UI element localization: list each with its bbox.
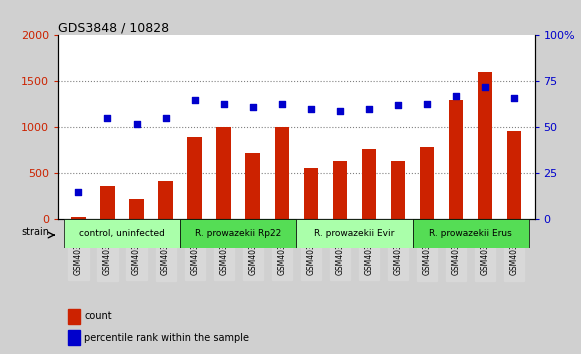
Bar (303, 168, 318, 219)
Point (393, 103, 403, 108)
Bar (420, 147, 435, 219)
Bar (245, 153, 260, 219)
Bar (71, 217, 86, 219)
Point (510, 95, 519, 101)
Point (364, 106, 374, 112)
Text: percentile rank within the sample: percentile rank within the sample (84, 332, 249, 343)
Bar (217, 127, 231, 219)
Point (161, 115, 170, 121)
Text: R. prowazekii Rp22: R. prowazekii Rp22 (195, 229, 281, 238)
Bar (507, 131, 522, 219)
Point (74, 189, 83, 195)
Text: strain: strain (21, 227, 49, 237)
Bar (187, 137, 202, 219)
Point (248, 104, 257, 110)
Point (335, 108, 345, 114)
Point (103, 115, 112, 121)
Point (306, 106, 315, 112)
Bar (275, 127, 289, 219)
Text: R. prowazekii Evir: R. prowazekii Evir (314, 229, 394, 238)
Bar (130, 199, 144, 219)
FancyBboxPatch shape (413, 219, 529, 248)
Point (277, 101, 286, 106)
Text: count: count (84, 311, 112, 321)
Bar (158, 181, 173, 219)
Bar (67, 309, 80, 324)
Point (451, 93, 461, 99)
Bar (449, 100, 464, 219)
Point (219, 101, 228, 106)
Bar (332, 161, 347, 219)
Text: control, uninfected: control, uninfected (79, 229, 165, 238)
FancyBboxPatch shape (64, 219, 180, 248)
Bar (100, 186, 115, 219)
Point (190, 97, 199, 103)
Point (480, 84, 490, 90)
Point (422, 101, 432, 106)
Bar (361, 149, 376, 219)
FancyBboxPatch shape (296, 219, 413, 248)
FancyBboxPatch shape (180, 219, 296, 248)
Text: GDS3848 / 10828: GDS3848 / 10828 (58, 21, 169, 34)
Text: R. prowazekii Erus: R. prowazekii Erus (429, 229, 512, 238)
Point (132, 121, 141, 127)
Bar (67, 330, 80, 345)
Bar (391, 161, 406, 219)
Bar (478, 72, 493, 219)
